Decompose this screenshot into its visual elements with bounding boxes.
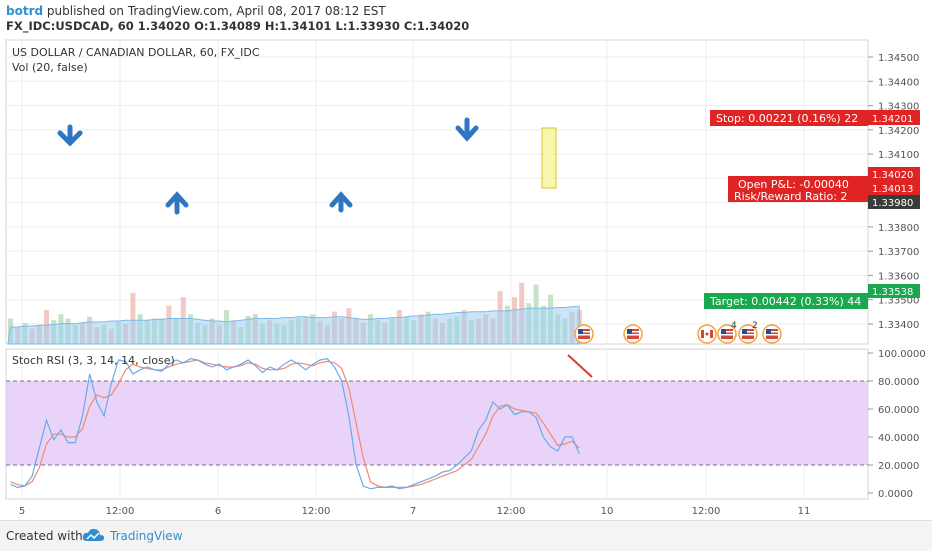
volume-ma-area: [7, 306, 580, 345]
time-axis[interactable]: 5 12:00 6 12:00 7 12:00 10 12:00 11: [19, 506, 811, 517]
svg-text:Stop: 0.00221 (0.16%) 22: Stop: 0.00221 (0.16%) 22: [716, 112, 858, 125]
volume-legend: Vol (20, false): [12, 61, 88, 74]
svg-text:Open P&L: -0.00040: Open P&L: -0.00040: [738, 178, 849, 191]
svg-text:Target: 0.00442 (0.33%) 44: Target: 0.00442 (0.33%) 44: [709, 295, 861, 308]
created-with-text: Created with: [6, 529, 83, 543]
svg-text:1.34020: 1.34020: [872, 170, 913, 181]
price-tick-label: 1.33500: [878, 296, 919, 307]
time-tick-label: 7: [410, 506, 416, 517]
marked-price-tag: 1.33980: [868, 195, 920, 209]
pnl-tag: Open P&L: -0.00040 Risk/Reward Ratio: 2: [728, 176, 868, 203]
price-tick-label: 1.34400: [878, 77, 919, 88]
stoch-legend: Stoch RSI (3, 3, 14, 14, close): [12, 354, 175, 367]
time-tick-label: 12:00: [497, 506, 526, 517]
grid-lines: [6, 40, 868, 499]
footer: Created with TradingView: [0, 520, 932, 551]
svg-text:4: 4: [731, 321, 737, 331]
stoch-band: [6, 381, 868, 465]
svg-text:2: 2: [752, 321, 758, 331]
price-tick-label: 1.33400: [878, 320, 919, 331]
up-arrow-icon: [329, 191, 353, 213]
price-tick-label: 1.34100: [878, 150, 919, 161]
stoch-tick-label: 0.0000: [878, 489, 913, 500]
author-link[interactable]: botrd: [6, 4, 44, 18]
ca-flag-icon[interactable]: [697, 324, 717, 344]
down-arrow-icon: [455, 117, 479, 142]
time-tick-label: 12:00: [692, 506, 721, 517]
stoch-levels: [6, 380, 868, 466]
tradingview-cloud-icon: [82, 528, 105, 541]
publish-header: botrd published on TradingView.com, Apri…: [0, 0, 932, 34]
stoch-tick-label: 40.0000: [878, 433, 919, 444]
stoch-tick-label: 60.0000: [878, 405, 919, 416]
time-tick-label: 6: [215, 506, 221, 517]
price-tick-label: 1.34200: [878, 126, 919, 137]
us-flag-icon[interactable]: [574, 324, 594, 344]
time-tick-label: 12:00: [106, 506, 135, 517]
stoch-d-line: [10, 359, 580, 488]
stoch-axis[interactable]: 100.0000 80.0000 60.0000 40.0000 20.0000 0.00…: [868, 349, 926, 500]
stoch-tick-label: 80.0000: [878, 377, 919, 388]
last-price-tag: 1.34020: [868, 167, 920, 181]
time-tick-label: 12:00: [302, 506, 331, 517]
svg-text:Risk/Reward Ratio: 2: Risk/Reward Ratio: 2: [734, 190, 847, 203]
divergence-line: [567, 354, 593, 378]
us-flag-icon[interactable]: 4: [717, 321, 737, 344]
entry-price-tag: 1.34013: [868, 181, 920, 195]
ohlc-line: FX_IDC:USDCAD, 60 1.34020 O:1.34089 H:1.…: [6, 19, 470, 33]
stop-tag: Stop: 0.00221 (0.16%) 22 1.34201: [710, 110, 920, 126]
svg-text:1.33980: 1.33980: [872, 198, 913, 209]
svg-text:1.33538: 1.33538: [872, 287, 913, 298]
publish-info: botrd published on TradingView.com, Apri…: [6, 4, 386, 18]
down-arrow-icon: [57, 124, 83, 147]
price-tick-label: 1.33800: [878, 223, 919, 234]
svg-text:1.34013: 1.34013: [872, 184, 913, 195]
price-tick-label: 1.34500: [878, 53, 919, 64]
us-flag-icon[interactable]: [623, 324, 643, 344]
volume-bar: [130, 293, 136, 344]
stoch-tick-label: 20.0000: [878, 461, 919, 472]
symbol-title: US DOLLAR / CANADIAN DOLLAR, 60, FX_IDC: [12, 46, 260, 59]
price-tick-label: 1.34300: [878, 102, 919, 113]
published-text: published on TradingView.com, April 08, …: [46, 4, 386, 18]
us-flag-icon[interactable]: 2: [738, 321, 758, 344]
up-arrow-icon: [165, 191, 189, 215]
highlight-box: [541, 127, 557, 189]
stoch-tick-label: 100.0000: [878, 349, 926, 360]
time-tick-label: 10: [601, 506, 614, 517]
time-tick-label: 5: [19, 506, 25, 517]
stoch-k-line: [10, 357, 580, 490]
us-flag-icon[interactable]: [762, 324, 782, 344]
tradingview-link[interactable]: TradingView: [110, 529, 183, 543]
svg-text:1.34201: 1.34201: [872, 114, 913, 125]
price-tick-label: 1.33600: [878, 271, 919, 282]
time-tick-label: 11: [798, 506, 811, 517]
price-tick-label: 1.33700: [878, 247, 919, 258]
annotation-arrows: [57, 117, 479, 215]
target-tag: Target: 0.00442 (0.33%) 44 1.33538: [704, 284, 920, 309]
